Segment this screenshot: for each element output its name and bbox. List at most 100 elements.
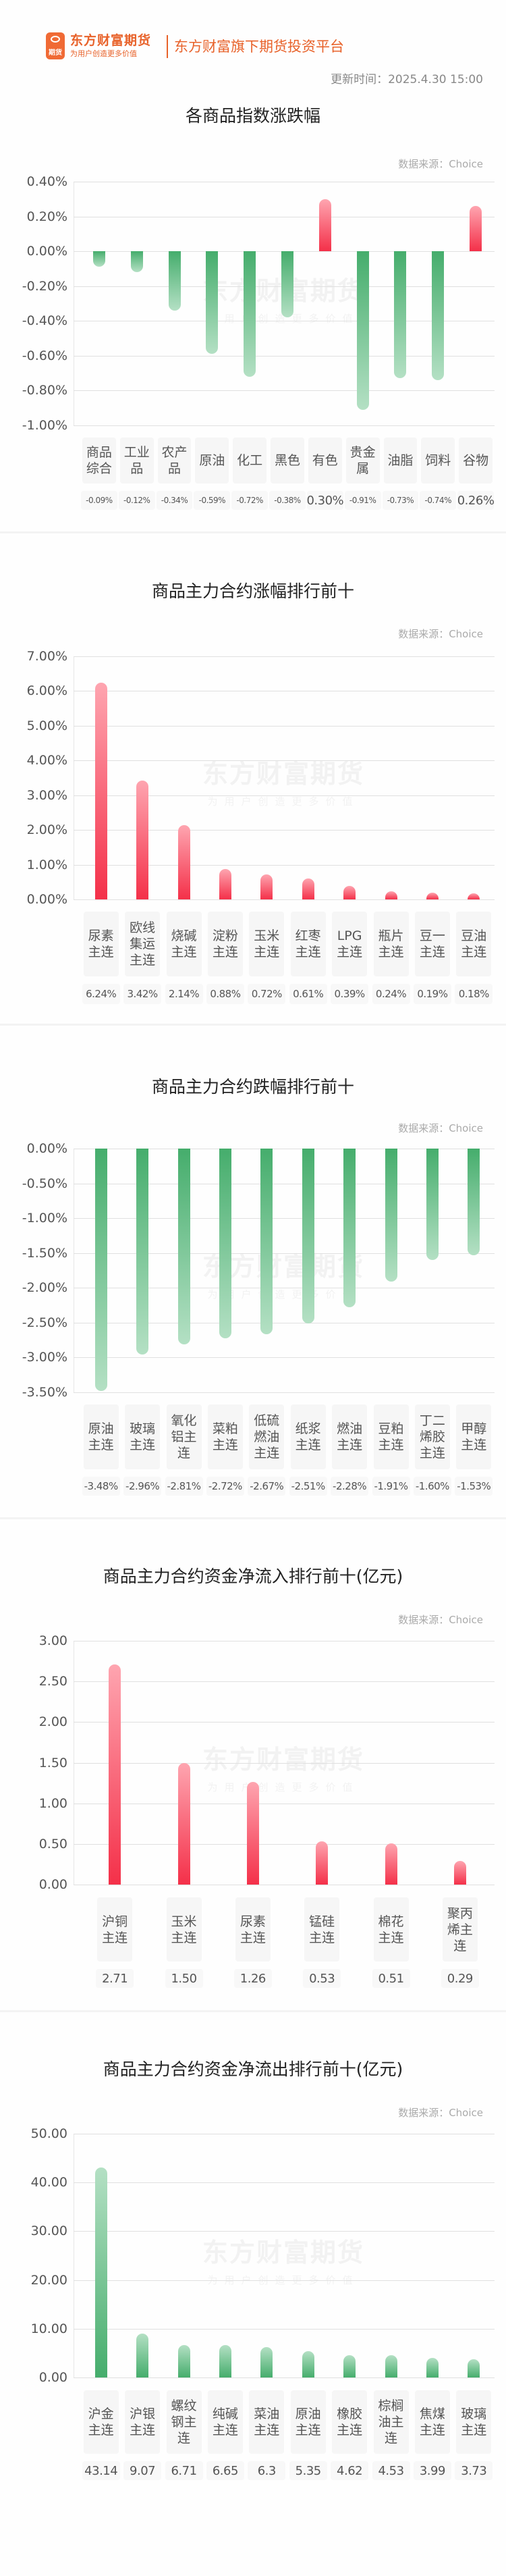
bar[interactable]: [385, 891, 397, 899]
bar[interactable]: [92, 251, 105, 267]
bar[interactable]: [356, 251, 369, 410]
bar[interactable]: [316, 1841, 329, 1885]
category-text: 螺纹 钢主连: [171, 2398, 197, 2446]
category-label: 玉米 主连: [249, 912, 285, 976]
bar[interactable]: [302, 878, 314, 899]
bar[interactable]: [302, 2351, 314, 2377]
category-label: 燃油 主连: [332, 1404, 368, 1469]
watermark-brand: 东方财富期货: [202, 2238, 365, 2267]
category-text: 棉花 主连: [378, 1914, 404, 1945]
value-label: 3.99: [413, 2461, 451, 2480]
gridline: [74, 2231, 495, 2232]
bar[interactable]: [244, 251, 256, 377]
bar[interactable]: [136, 781, 149, 899]
value-label: -2.67%: [248, 1477, 286, 1496]
bar[interactable]: [260, 1149, 273, 1335]
bar[interactable]: [343, 1149, 356, 1308]
section-divider: [0, 2010, 506, 2012]
bar[interactable]: [426, 893, 439, 899]
value-label: 4.53: [372, 2461, 410, 2480]
gridline: [74, 1681, 495, 1683]
category-text: 饲料: [425, 453, 451, 468]
value-text: 2.71: [102, 1971, 128, 1986]
bar[interactable]: [343, 2355, 356, 2377]
brand-divider: [167, 35, 168, 58]
bar[interactable]: [426, 2358, 439, 2377]
chart-title: 商品主力合约跌幅排行前十: [151, 1077, 354, 1097]
bar[interactable]: [177, 1149, 190, 1344]
value-label: 0.19%: [413, 984, 451, 1004]
bar[interactable]: [136, 1149, 149, 1355]
bar[interactable]: [302, 1149, 314, 1323]
bar[interactable]: [168, 251, 181, 311]
value-label: -2.28%: [331, 1477, 369, 1496]
bar[interactable]: [453, 1861, 466, 1885]
bar[interactable]: [260, 2346, 273, 2377]
bar[interactable]: [385, 1149, 397, 1282]
bar[interactable]: [94, 683, 107, 899]
bar[interactable]: [281, 251, 293, 318]
value-text: 9.07: [130, 2463, 156, 2478]
value-text: -0.74%: [424, 496, 452, 505]
value-text: 0.61%: [293, 988, 324, 1000]
bar[interactable]: [136, 2333, 149, 2377]
chart-title: 各商品指数涨跌幅: [185, 106, 320, 126]
bar[interactable]: [260, 874, 273, 899]
bar[interactable]: [206, 251, 219, 354]
bar[interactable]: [177, 1762, 190, 1885]
bar[interactable]: [219, 868, 231, 899]
bar[interactable]: [94, 2167, 107, 2377]
value-label: 3.42%: [123, 984, 162, 1004]
value-label: -3.48%: [82, 1477, 120, 1496]
value-text: 0.30%: [306, 493, 344, 508]
gridline: [74, 2182, 495, 2184]
bar[interactable]: [130, 251, 143, 273]
bar[interactable]: [385, 1843, 397, 1885]
value-text: 3.99: [419, 2463, 446, 2478]
y-tick-label: 50.00: [30, 2126, 67, 2141]
chart-title: 商品主力合约涨幅排行前十: [151, 581, 354, 601]
value-label: 1.50: [165, 1969, 203, 1988]
y-tick-label: 4.00%: [26, 753, 67, 768]
category-text: 谷物: [463, 453, 489, 468]
category-label: 原油 主连: [83, 1404, 119, 1469]
category-text: 原油 主连: [88, 1421, 114, 1452]
bar[interactable]: [109, 1664, 121, 1885]
y-tick-label: -0.40%: [22, 313, 67, 329]
chart-title: 商品主力合约资金净流出排行前十(亿元): [103, 2059, 403, 2079]
bar[interactable]: [177, 824, 190, 899]
category-text: 菜油 主连: [254, 2407, 280, 2438]
bar[interactable]: [470, 206, 482, 252]
category-text: 豆一 主连: [419, 928, 445, 960]
gridline: [74, 1843, 495, 1845]
bar[interactable]: [432, 251, 445, 380]
bar[interactable]: [394, 251, 407, 379]
bar[interactable]: [343, 885, 356, 899]
data-source-label: 数据来源：Choice: [398, 158, 483, 170]
value-label: -0.38%: [269, 491, 306, 510]
value-text: 3.73: [461, 2463, 487, 2478]
bar[interactable]: [219, 1149, 231, 1338]
bar[interactable]: [468, 893, 480, 899]
category-text: 丁二 烯胶 主连: [419, 1413, 445, 1461]
bar[interactable]: [468, 1149, 480, 1255]
bar[interactable]: [94, 1149, 107, 1391]
bar[interactable]: [426, 1149, 439, 1261]
section-divider: [0, 1024, 506, 1026]
value-text: -2.96%: [125, 1480, 160, 1492]
value-label: 43.14: [82, 2461, 120, 2480]
gridline: [74, 390, 495, 392]
value-text: -3.48%: [84, 1480, 119, 1492]
category-text: 沪银 主连: [130, 2407, 156, 2438]
bar[interactable]: [246, 1782, 259, 1885]
bar[interactable]: [177, 2344, 190, 2377]
bar[interactable]: [318, 199, 331, 252]
value-text: -0.09%: [86, 496, 113, 505]
category-label: 锰硅 主连: [304, 1897, 340, 1962]
value-label: 9.07: [123, 2461, 162, 2480]
bar[interactable]: [468, 2359, 480, 2377]
bar[interactable]: [219, 2344, 231, 2377]
bar[interactable]: [385, 2355, 397, 2377]
category-text: 纸浆 主连: [295, 1421, 321, 1452]
value-label: -0.09%: [81, 491, 117, 510]
